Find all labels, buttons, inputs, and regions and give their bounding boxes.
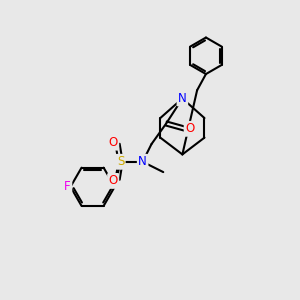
Text: N: N: [178, 92, 187, 105]
Text: N: N: [138, 155, 147, 168]
Text: O: O: [109, 174, 118, 188]
Text: O: O: [109, 136, 118, 149]
Text: S: S: [117, 155, 124, 168]
Text: O: O: [185, 122, 194, 135]
Text: F: F: [64, 180, 71, 193]
